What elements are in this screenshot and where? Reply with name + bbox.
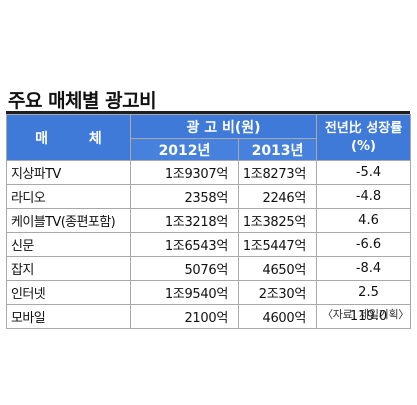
table-row: 잡지 5076억 4650억 -8.4 <box>6 256 412 281</box>
cell-media: 인터넷 <box>6 280 131 305</box>
header-year-2012: 2012년 <box>130 138 239 161</box>
cell-media: 라디오 <box>6 184 131 209</box>
cell-2012: 1조3218억 <box>130 208 239 233</box>
cell-growth: -5.4 <box>316 160 412 185</box>
header-growth-line1: 전년比 성장률 <box>324 120 403 136</box>
cell-growth: 119.0 <box>316 304 412 329</box>
ad-spend-table: 매 체 광 고 비(원) 전년比 성장률 (%) 2012년 2013년 지상파… <box>6 114 412 329</box>
header-media: 매 체 <box>6 114 131 161</box>
cell-2013: 1조8273억 <box>237 160 318 185</box>
cell-2013: 1조3825억 <box>237 208 318 233</box>
cell-2013: 4650억 <box>237 256 318 281</box>
header-growth-line2: (%) <box>351 138 376 154</box>
cell-growth: -8.4 <box>316 256 412 281</box>
cell-2012: 2358억 <box>130 184 239 209</box>
cell-2012: 1조9307억 <box>130 160 239 185</box>
cell-media: 신문 <box>6 232 131 257</box>
cell-2012: 1조9540억 <box>130 280 239 305</box>
cell-2013: 2246억 <box>237 184 318 209</box>
header-year-2013: 2013년 <box>237 138 318 161</box>
cell-growth: 4.6 <box>316 208 412 233</box>
cell-media: 케이블TV(종편포함) <box>6 208 131 233</box>
table-row: 지상파TV 1조9307억 1조8273억 -5.4 <box>6 160 412 185</box>
cell-media: 지상파TV <box>6 160 131 185</box>
cell-2012: 5076억 <box>130 256 239 281</box>
cell-growth: 2.5 <box>316 280 412 305</box>
table-row: 모바일 2100억 4600억 119.0 <box>6 304 412 329</box>
cell-growth: -4.8 <box>316 184 412 209</box>
ad-spend-table-container: 매 체 광 고 비(원) 전년比 성장률 (%) 2012년 2013년 지상파… <box>6 111 412 329</box>
chart-title: 주요 매체별 광고비 <box>8 90 157 112</box>
table-top-rule <box>6 111 410 114</box>
cell-2012: 1조6543억 <box>130 232 239 257</box>
table-row: 인터넷 1조9540억 2조30억 2.5 <box>6 280 412 305</box>
source-note: 〈자료: 제일기획〉 <box>322 308 409 321</box>
header-growth: 전년比 성장률 (%) <box>316 114 412 161</box>
cell-2013: 1조5447억 <box>237 232 318 257</box>
cell-2013: 2조30억 <box>237 280 318 305</box>
cell-2013: 4600억 <box>237 304 318 329</box>
cell-media: 잡지 <box>6 256 131 281</box>
cell-2012: 2100억 <box>130 304 239 329</box>
cell-growth: -6.6 <box>316 232 412 257</box>
header-ad-cost: 광 고 비(원) <box>129 114 318 139</box>
table-row: 라디오 2358억 2246억 -4.8 <box>6 184 412 209</box>
cell-media: 모바일 <box>6 304 131 329</box>
table-row: 케이블TV(종편포함) 1조3218억 1조3825억 4.6 <box>6 208 412 233</box>
table-body: 지상파TV 1조9307억 1조8273억 -5.4 라디오 2358억 2246억 -4.8… <box>6 160 412 329</box>
table-row: 신문 1조6543억 1조5447억 -6.6 <box>6 232 412 257</box>
